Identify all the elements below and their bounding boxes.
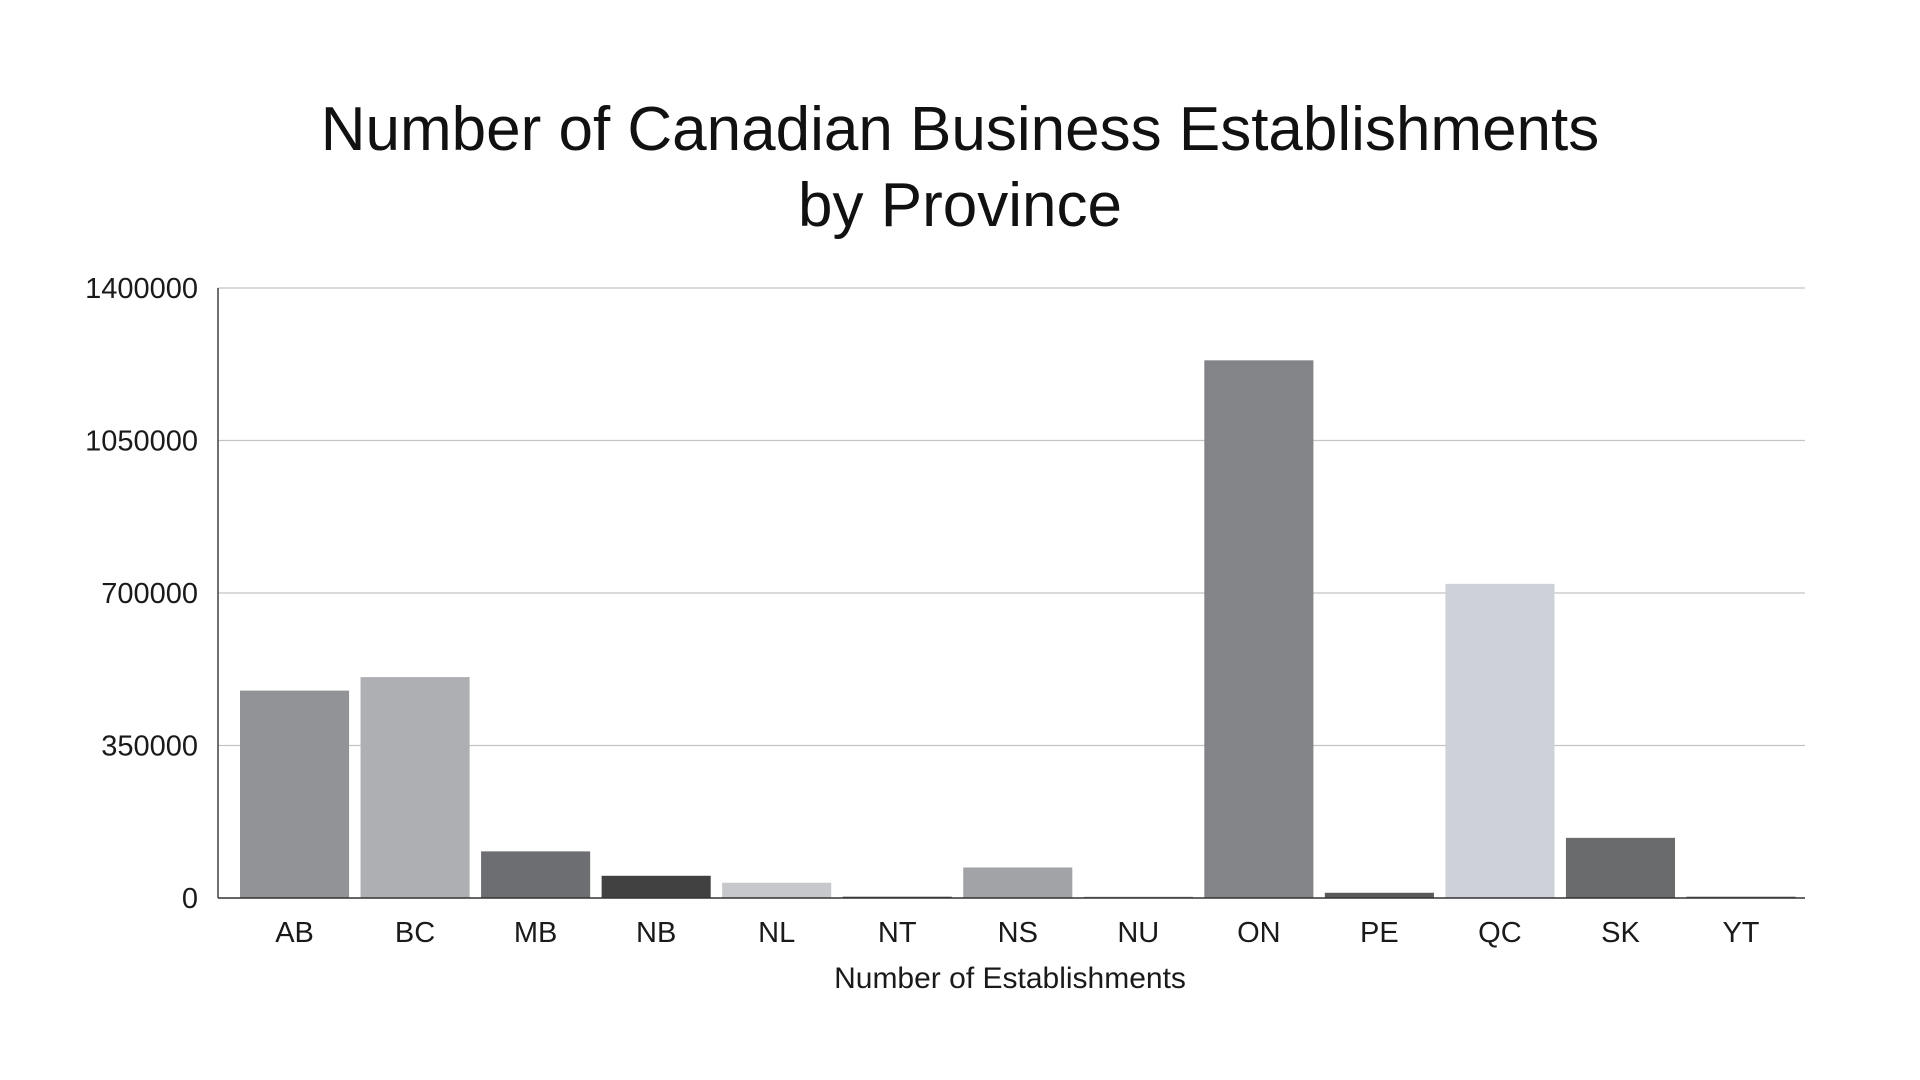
bar-ab [240, 690, 350, 898]
x-tick-label-bc: BC [395, 917, 435, 949]
y-tick-label-4: 1400000 [85, 273, 198, 305]
y-tick-label-0: 0 [182, 883, 198, 915]
bar-nl [722, 882, 832, 898]
axes [217, 288, 1805, 899]
x-tick-label-nl: NL [758, 917, 795, 949]
bars [240, 360, 1796, 898]
x-tick-label-nt: NT [878, 917, 917, 949]
x-tick-label-on: ON [1237, 917, 1281, 949]
x-tick-label-yt: YT [1722, 917, 1759, 949]
chart-title-line-2: by Province [798, 171, 1122, 240]
chart-title: Number of Canadian Business Establishmen… [0, 92, 1920, 244]
bar-mb [481, 851, 591, 898]
bar-bc [360, 677, 470, 898]
x-axis-title: Number of Establishments [834, 962, 1186, 995]
chart-title-line-1: Number of Canadian Business Establishmen… [320, 95, 1600, 164]
bar-pe [1324, 892, 1434, 898]
bar-qc [1445, 583, 1555, 898]
x-tick-label-nu: NU [1117, 917, 1159, 949]
x-tick-label-pe: PE [1360, 917, 1399, 949]
gridlines [218, 287, 1805, 747]
x-tick-label-nb: NB [636, 917, 676, 949]
x-tick-label-ab: AB [275, 917, 314, 949]
bar-ns [963, 867, 1073, 898]
bar-nb [601, 875, 711, 898]
x-tick-label-mb: MB [514, 917, 558, 949]
y-tick-label-3: 1050000 [85, 426, 198, 458]
bar-sk [1565, 837, 1676, 898]
y-tick-label-1: 350000 [101, 731, 198, 763]
bar-on [1204, 360, 1314, 898]
x-tick-label-ns: NS [998, 917, 1038, 949]
tick-labels: 0 350000 700000 1050000 1400000 AB BC MB NB NL NT N… [85, 273, 1760, 949]
x-tick-label-qc: QC [1478, 917, 1522, 949]
y-tick-label-2: 700000 [101, 578, 198, 610]
x-tick-label-sk: SK [1601, 917, 1640, 949]
